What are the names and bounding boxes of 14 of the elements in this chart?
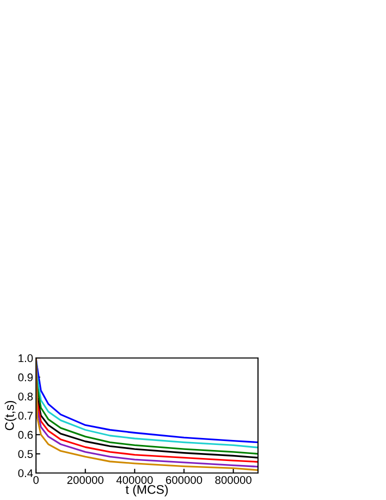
y-tick-label: 0.5: [18, 450, 33, 458]
y-tick-label: 0.7: [18, 412, 33, 420]
x-tick-label: 800000: [215, 476, 252, 484]
y-tick-label: 0.9: [18, 373, 33, 382]
x-axis-title: t (MCS): [126, 484, 168, 496]
y-tick-label: 1.0: [18, 354, 33, 362]
x-tick-label: 0: [33, 476, 39, 484]
y-tick-label: 0.4: [18, 469, 33, 478]
x-tick-label: 600000: [166, 476, 202, 484]
y-tick-label: 0.8: [18, 392, 33, 400]
y-axis-title: C(t,s): [4, 401, 16, 430]
x-tick-label: 200000: [67, 476, 104, 484]
x-tick-label: 400000: [116, 476, 153, 484]
y-tick-label: 0.6: [18, 430, 33, 439]
